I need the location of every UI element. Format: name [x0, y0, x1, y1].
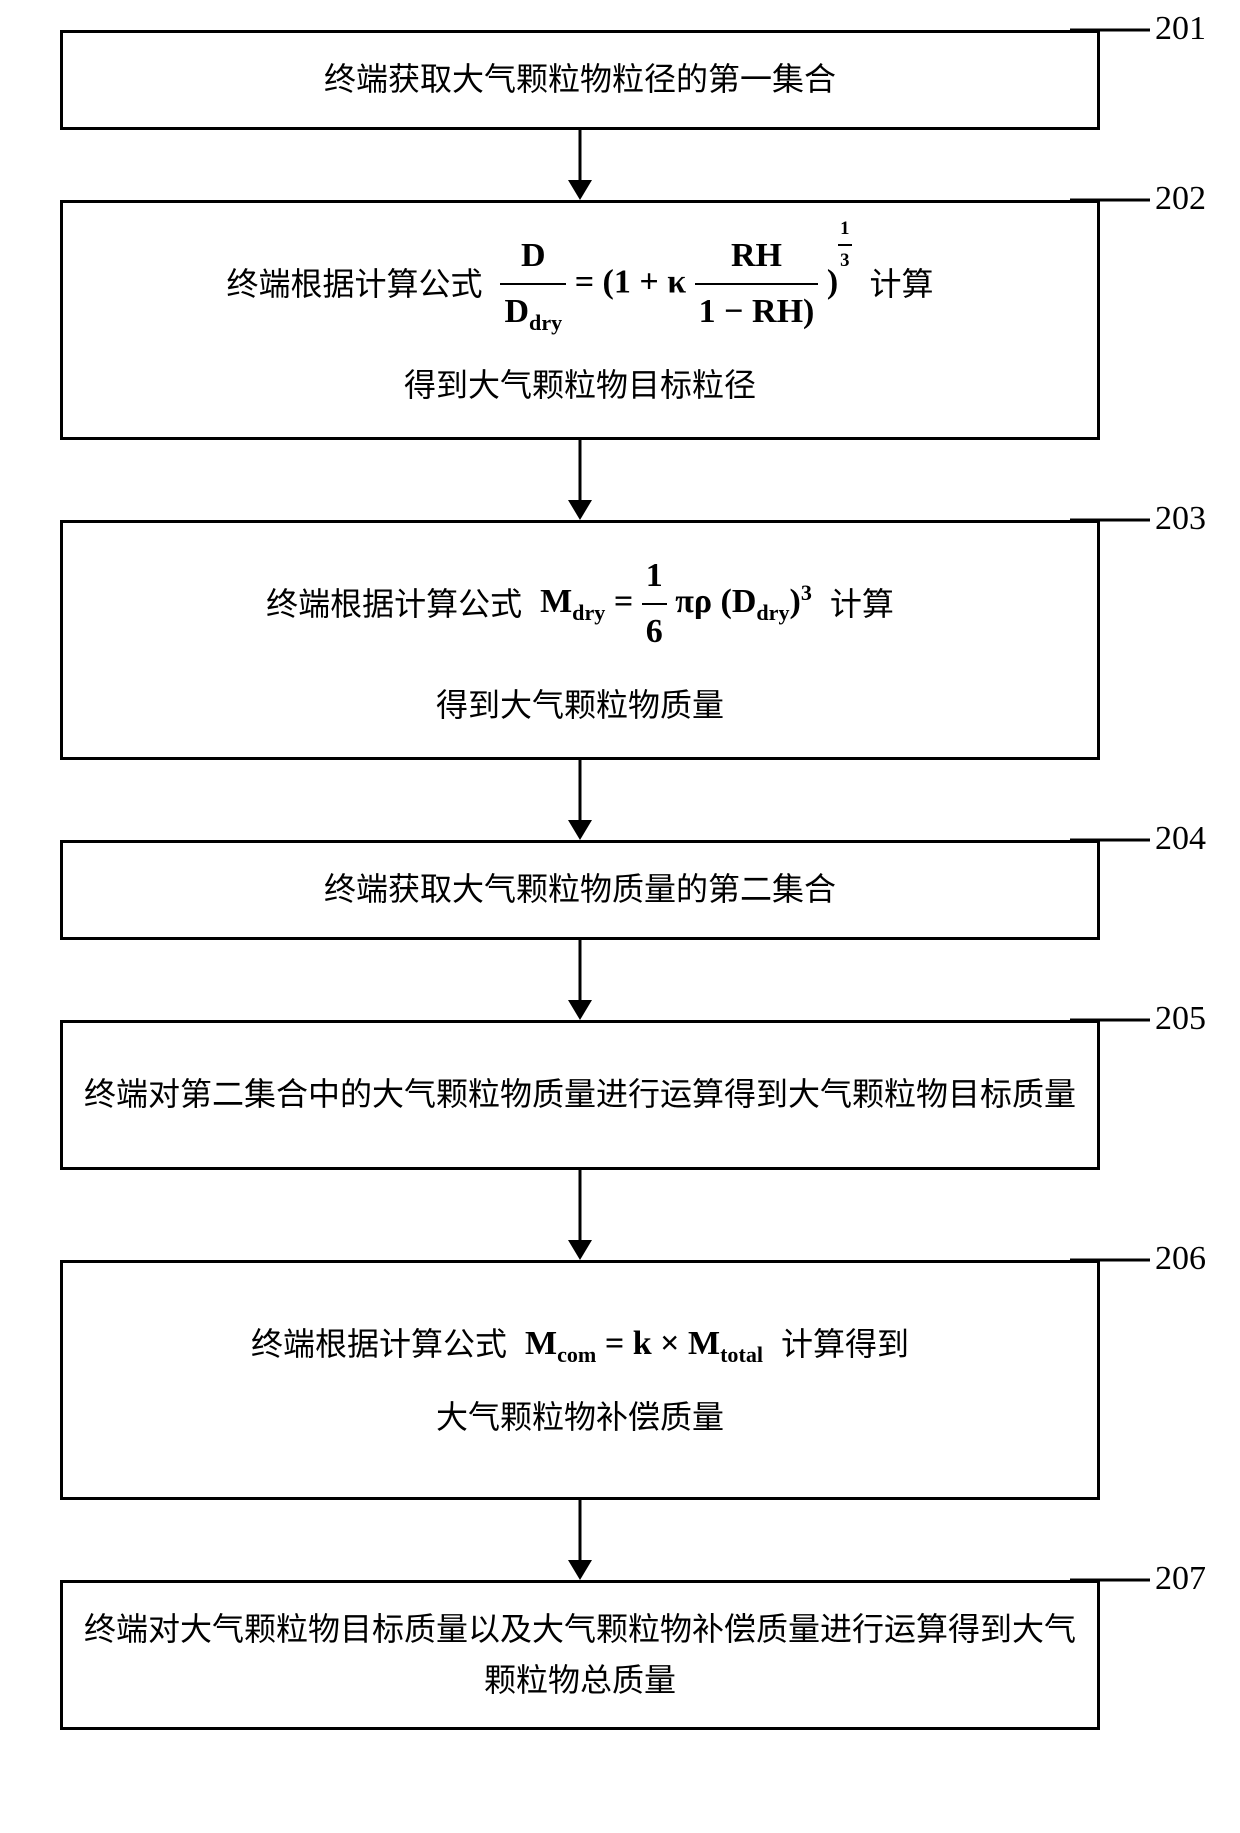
step-label-205: 205 [1155, 1000, 1206, 1038]
formula: Mdry = 16 πρ (Ddry)3 [540, 549, 812, 660]
text-before: 终端根据计算公式 [226, 259, 482, 310]
step-text-line1: 终端根据计算公式 DDdry = (1 + κ RH1 − RH) )13 计算 [226, 229, 933, 341]
step-text-line2: 大气颗粒物补偿质量 [436, 1392, 724, 1443]
step-label-207: 207 [1155, 1560, 1206, 1598]
flowchart-container: 终端获取大气颗粒物粒径的第一集合 201 终端根据计算公式 DDdry = (1 + … [0, 0, 1240, 1833]
text-suffix: 计算 [870, 259, 934, 310]
arrow-head [568, 500, 592, 520]
step-text: 终端获取大气颗粒物粒径的第一集合 [324, 54, 836, 105]
step-text: 终端获取大气颗粒物质量的第二集合 [324, 864, 836, 915]
step-text: 终端对第二集合中的大气颗粒物质量进行运算得到大气颗粒物目标质量 [84, 1069, 1076, 1120]
step-box-203: 终端根据计算公式 Mdry = 16 πρ (Ddry)3 计算得到大气颗粒物质量 [60, 520, 1100, 760]
step-box-201: 终端获取大气颗粒物粒径的第一集合 [60, 30, 1100, 130]
text-before: 终端根据计算公式 [251, 1319, 507, 1370]
text-suffix: 计算得到 [781, 1319, 909, 1370]
arrow-line [579, 760, 582, 820]
step-label-202: 202 [1155, 180, 1206, 218]
arrow-line [579, 130, 582, 180]
text-suffix: 计算 [830, 579, 894, 630]
step-box-202: 终端根据计算公式 DDdry = (1 + κ RH1 − RH) )13 计算得到… [60, 200, 1100, 440]
arrow-head [568, 180, 592, 200]
arrow-line [579, 1170, 582, 1240]
arrow-line [579, 440, 582, 500]
step-box-205: 终端对第二集合中的大气颗粒物质量进行运算得到大气颗粒物目标质量 [60, 1020, 1100, 1170]
arrow-head [568, 1000, 592, 1020]
step-box-207: 终端对大气颗粒物目标质量以及大气颗粒物补偿质量进行运算得到大气颗粒物总质量 [60, 1580, 1100, 1730]
step-label-203: 203 [1155, 500, 1206, 538]
text-before: 终端根据计算公式 [266, 579, 522, 630]
step-text-line2: 得到大气颗粒物质量 [436, 680, 724, 731]
arrow-line [579, 1500, 582, 1560]
arrow-head [568, 1560, 592, 1580]
step-label-201: 201 [1155, 10, 1206, 48]
step-label-206: 206 [1155, 1240, 1206, 1278]
formula: Mcom = k × Mtotal [525, 1317, 763, 1372]
step-text-line2: 得到大气颗粒物目标粒径 [404, 360, 756, 411]
step-box-206: 终端根据计算公式 Mcom = k × Mtotal 计算得到大气颗粒物补偿质量 [60, 1260, 1100, 1500]
arrow-line [579, 940, 582, 1000]
step-box-204: 终端获取大气颗粒物质量的第二集合 [60, 840, 1100, 940]
arrow-head [568, 1240, 592, 1260]
arrow-head [568, 820, 592, 840]
formula: DDdry = (1 + κ RH1 − RH) )13 [500, 229, 851, 341]
step-text: 终端对大气颗粒物目标质量以及大气颗粒物补偿质量进行运算得到大气颗粒物总质量 [83, 1604, 1077, 1706]
step-text-line1: 终端根据计算公式 Mdry = 16 πρ (Ddry)3 计算 [266, 549, 894, 660]
step-label-204: 204 [1155, 820, 1206, 858]
step-text-line1: 终端根据计算公式 Mcom = k × Mtotal 计算得到 [251, 1317, 909, 1372]
